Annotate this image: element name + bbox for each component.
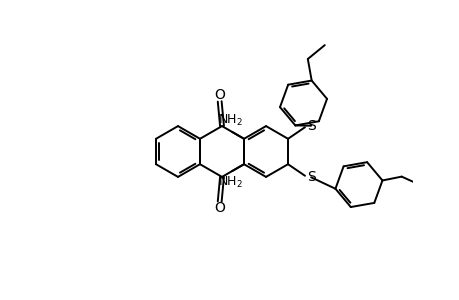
Text: S: S: [307, 170, 315, 184]
Text: O: O: [214, 88, 224, 102]
Text: S: S: [307, 119, 315, 133]
Text: NH$_2$: NH$_2$: [218, 113, 242, 128]
Text: NH$_2$: NH$_2$: [218, 175, 242, 190]
Text: O: O: [214, 201, 224, 215]
